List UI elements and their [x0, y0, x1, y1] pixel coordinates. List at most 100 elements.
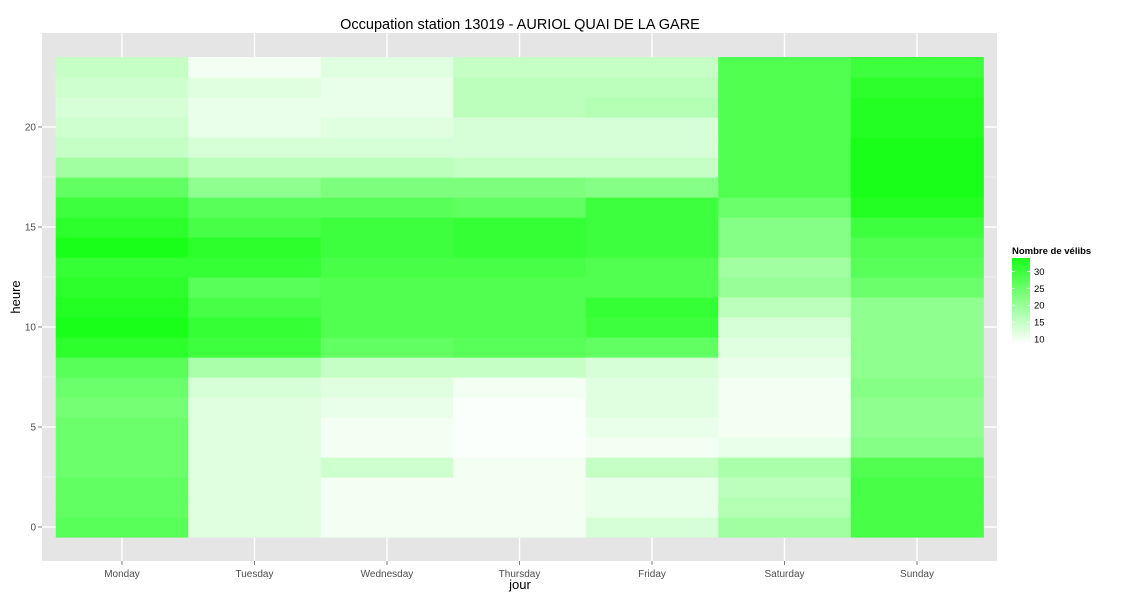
heatmap-tile — [320, 497, 454, 518]
heatmap-tile — [453, 297, 587, 318]
heatmap-tile — [188, 77, 322, 98]
heatmap-tile — [585, 237, 719, 258]
heatmap-tile — [320, 437, 454, 458]
heatmap-tile — [585, 57, 719, 78]
heatmap-tile — [850, 57, 984, 78]
legend-title: Nombre de vélibs — [1012, 246, 1091, 257]
heatmap-tile — [585, 277, 719, 298]
heatmap-tile — [585, 357, 719, 378]
heatmap-tile — [850, 357, 984, 378]
heatmap-tile — [188, 497, 322, 518]
y-axis-title: heure — [8, 280, 23, 313]
y-axis: 0 5 10 15 20 — [25, 123, 42, 534]
heatmap-tile — [188, 137, 322, 158]
heatmap-tile — [850, 497, 984, 518]
heatmap-tile — [188, 337, 322, 358]
heatmap-tile — [718, 377, 852, 398]
heatmap-tile — [718, 497, 852, 518]
heatmap-tile — [453, 157, 587, 178]
heatmap-tile — [55, 237, 189, 258]
heatmap-tile — [320, 177, 454, 198]
heatmap-tile — [718, 517, 852, 538]
heatmap-tile — [850, 477, 984, 498]
heatmap-tile — [320, 57, 454, 78]
heatmap-tile — [453, 97, 587, 118]
heatmap-tile — [188, 377, 322, 398]
heatmap-tile — [850, 157, 984, 178]
heatmap-tile — [188, 517, 322, 538]
heatmap-tile — [718, 157, 852, 178]
heatmap-tile — [850, 117, 984, 138]
heatmap-tile — [188, 477, 322, 498]
heatmap-tile — [55, 177, 189, 198]
heatmap-tile — [850, 437, 984, 458]
heatmap-tile — [320, 477, 454, 498]
heatmap-tile — [188, 317, 322, 338]
heatmap-tile — [55, 357, 189, 378]
heatmap-tile — [850, 317, 984, 338]
heatmap-tile — [320, 457, 454, 478]
heatmap-tile — [453, 77, 587, 98]
heatmap-tile — [585, 77, 719, 98]
heatmap-tile — [718, 437, 852, 458]
heatmap-tile — [850, 237, 984, 258]
heatmap-tile — [850, 97, 984, 118]
heatmap-tile — [320, 257, 454, 278]
heatmap-tile — [188, 197, 322, 218]
heatmap-tile — [850, 277, 984, 298]
heatmap-tile — [718, 397, 852, 418]
heatmap-tile — [320, 317, 454, 338]
heatmap-tile — [585, 417, 719, 438]
heatmap-tile — [850, 217, 984, 238]
legend: Nombre de vélibs 30 25 20 15 10 — [1012, 246, 1091, 345]
heatmap-tile — [188, 437, 322, 458]
heatmap-tile — [320, 117, 454, 138]
legend-label: 10 — [1034, 334, 1045, 345]
heatmap-tile — [55, 77, 189, 98]
heatmap-tile — [188, 257, 322, 278]
heatmap-tile — [850, 77, 984, 98]
heatmap-tile — [718, 337, 852, 358]
x-tick-label: Monday — [104, 569, 140, 580]
heatmap-tile — [453, 277, 587, 298]
legend-colorbar — [1012, 258, 1030, 344]
heatmap-tile — [453, 337, 587, 358]
heatmap-tile — [320, 77, 454, 98]
x-axis: Monday Tuesday Wednesday Thursday Friday Satu… — [104, 561, 934, 580]
heatmap-tile — [55, 157, 189, 178]
x-tick-label: Tuesday — [236, 569, 274, 580]
heatmap-tile — [320, 277, 454, 298]
heatmap-tile — [320, 337, 454, 358]
heatmap-tile — [453, 57, 587, 78]
heatmap-tile — [718, 197, 852, 218]
heatmap-tile — [453, 117, 587, 138]
heatmap-tile — [850, 177, 984, 198]
legend-label: 20 — [1034, 301, 1045, 312]
heatmap-tile — [718, 357, 852, 378]
legend-label: 25 — [1034, 284, 1045, 295]
x-tick-label: Friday — [638, 569, 666, 580]
heatmap-tile — [453, 497, 587, 518]
heatmap-tile — [320, 377, 454, 398]
heatmap-tile — [320, 97, 454, 118]
heatmap-tile — [718, 57, 852, 78]
heatmap-tile — [320, 397, 454, 418]
heatmap-tile — [453, 197, 587, 218]
heatmap-tile — [453, 137, 587, 158]
y-tick-label: 5 — [30, 423, 36, 434]
heatmap-tile — [320, 237, 454, 258]
heatmap-tile — [718, 137, 852, 158]
heatmap-tile — [850, 137, 984, 158]
heatmap-tile — [320, 357, 454, 378]
heatmap-tile — [188, 237, 322, 258]
heatmap-tile — [453, 217, 587, 238]
legend-label: 30 — [1034, 267, 1045, 278]
heatmap-tile — [718, 457, 852, 478]
y-tick-label: 15 — [25, 223, 37, 234]
heatmap-tile — [55, 397, 189, 418]
heatmap-tile — [718, 277, 852, 298]
heatmap-tile — [55, 377, 189, 398]
heatmap-tile — [453, 417, 587, 438]
heatmap-tile — [453, 397, 587, 418]
heatmap-tile — [320, 517, 454, 538]
